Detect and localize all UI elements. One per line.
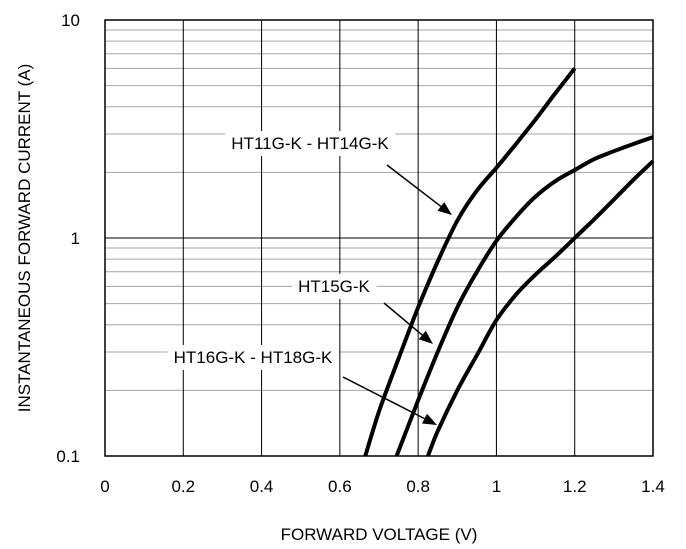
x-tick-label: 1.4 [641,477,665,496]
annotation-arrow-line [342,376,425,420]
x-tick-label: 0.8 [406,477,430,496]
x-tick-label: 0.4 [250,477,274,496]
x-tick-label: 0.6 [328,477,352,496]
plot-frame [104,19,654,457]
annotation-label: HT15G-K [298,277,370,296]
x-axis-title: FORWARD VOLTAGE (V) [281,525,478,544]
annotation-label-bg [225,131,396,156]
grid-minor [105,29,653,391]
x-tick-label: 0 [100,477,109,496]
series-line [426,159,655,457]
annotations: HT11G-K - HT14G-K HT15G-K HT16G-K - HT18G-… [167,131,452,425]
x-tick-label: 1 [492,477,501,496]
series-line [394,135,654,457]
annotation-label: HT11G-K - HT14G-K [231,134,389,153]
series-layer [363,67,655,457]
annotation-arrow-head [418,330,433,344]
x-tick-label: 0.2 [171,477,195,496]
series-line [363,67,577,457]
annotation-arrow-line [383,302,423,336]
x-tick-label: 1.2 [563,477,587,496]
y-tick-label: 1 [71,229,80,248]
annotation-arrow-head [422,413,437,425]
y-axis-title: INSTANTANEOUS FORWARD CURRENT (A) [15,64,34,413]
annotation-label-bg [292,274,377,299]
y-tick-label: 10 [61,11,80,30]
annotation-label: HT16G-K - HT18G-K [174,348,333,367]
y-tick-label: 0.1 [56,447,80,466]
annotation-arrow-line [386,164,442,208]
annotation-label-bg [167,345,340,370]
tick-labels: 0 0.2 0.4 0.6 0.8 1 1.2 1.4 0.1 1 10 [56,11,664,496]
annotation-arrow-head [437,202,452,215]
